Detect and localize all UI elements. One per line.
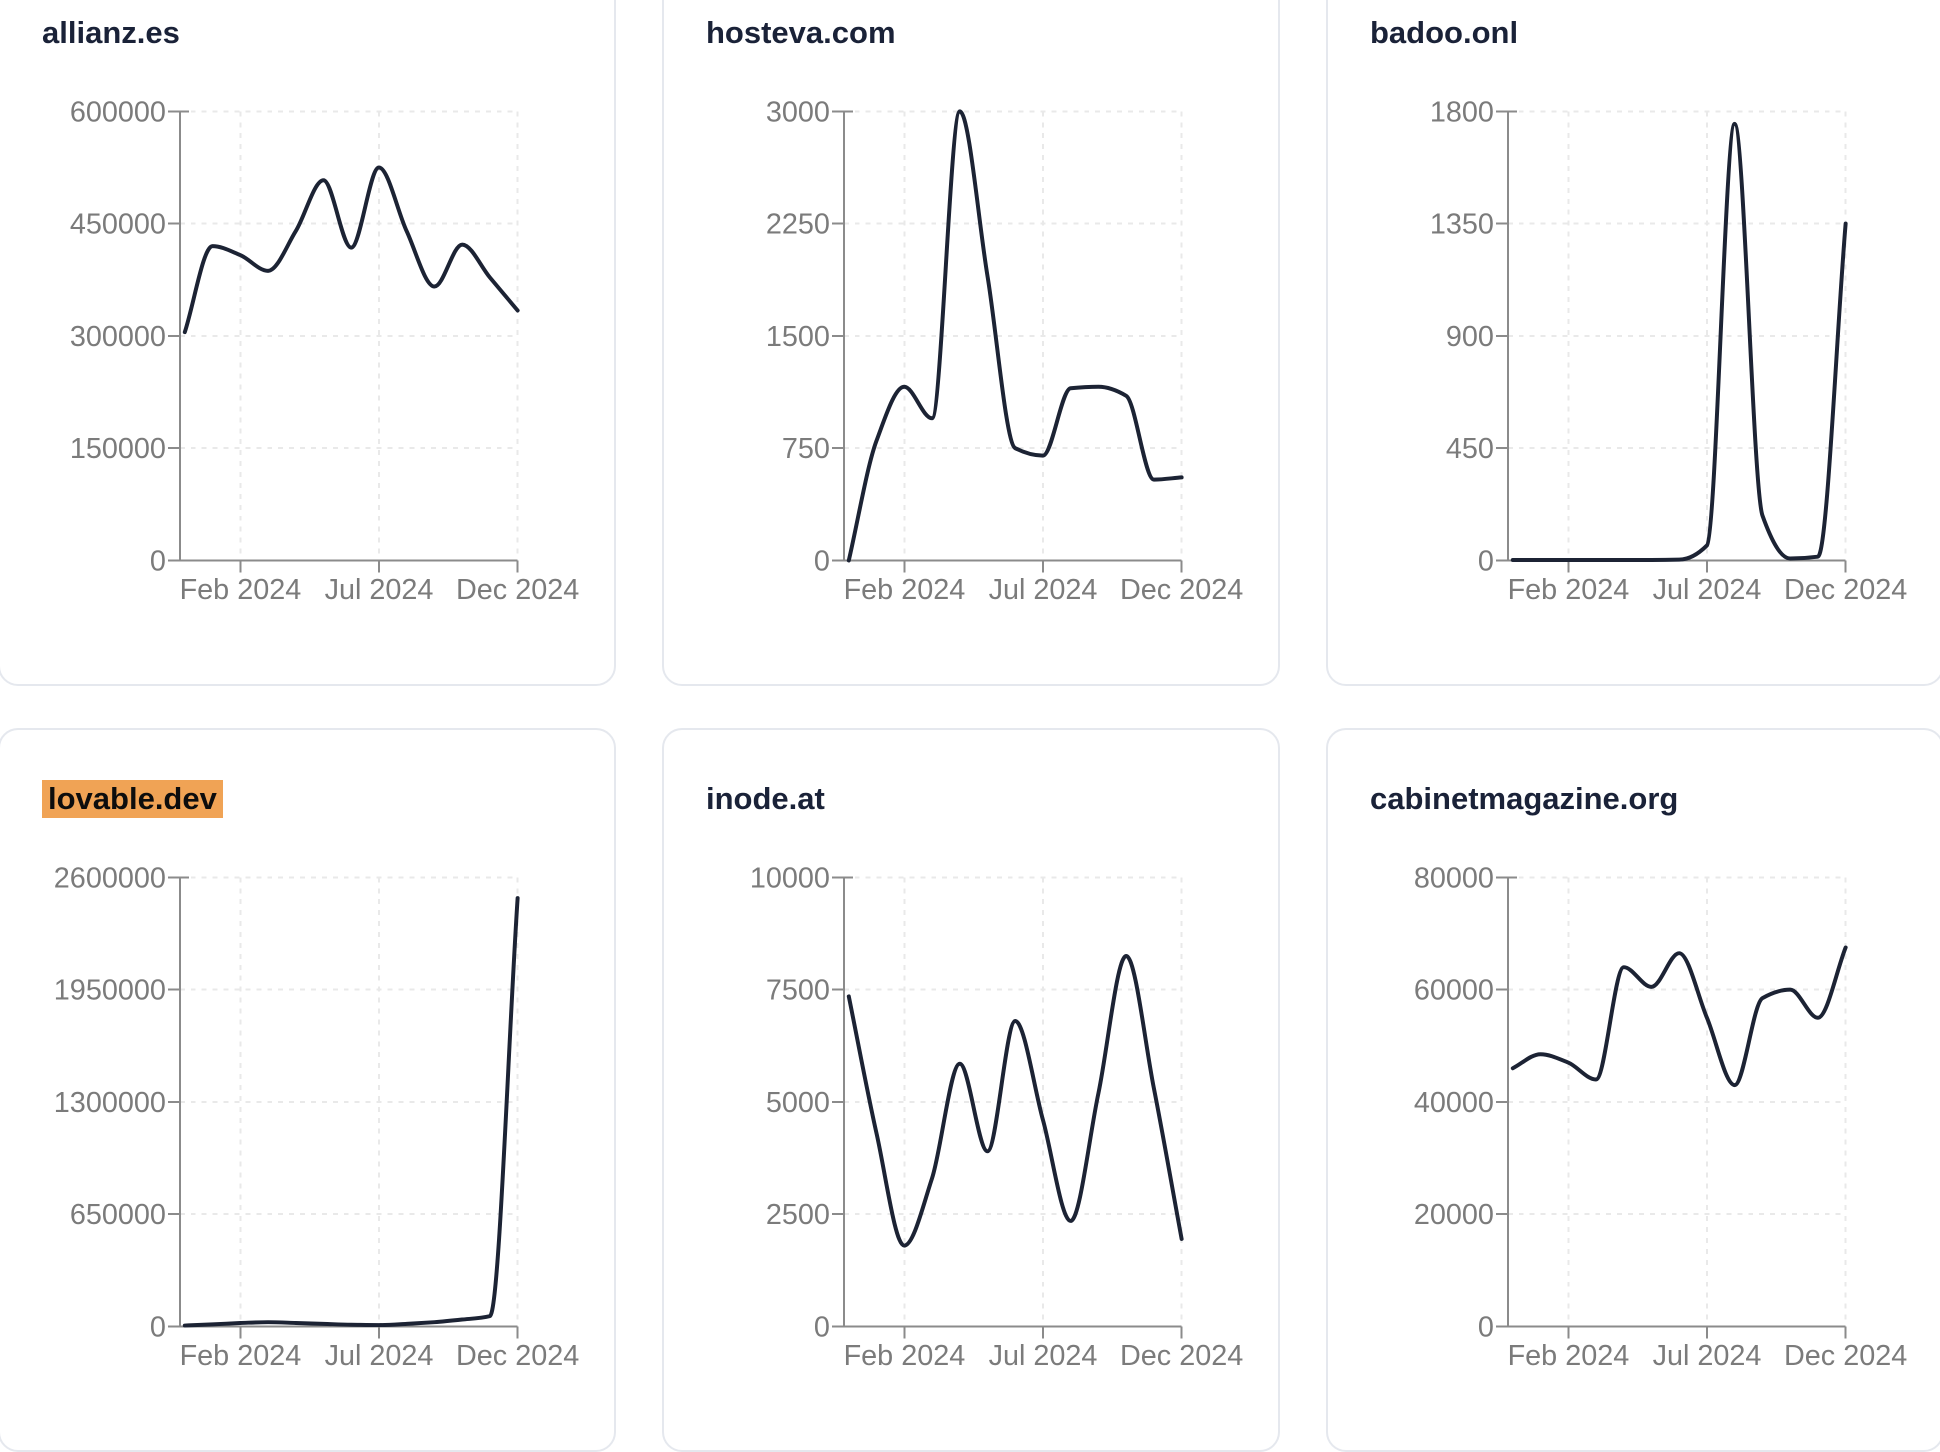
gridlines bbox=[843, 876, 1183, 1325]
line-chart: 0 750 1500 2250 3000 Feb 2024 Jul 2024 Dec 2024 bbox=[766, 96, 1243, 606]
chart-card-cabinetmagazine-org[interactable]: cabinetmagazine.org 0 20000 40000 60000 8000… bbox=[1326, 728, 1940, 1452]
gridlines bbox=[179, 876, 519, 1325]
axes bbox=[167, 876, 519, 1339]
axes bbox=[1495, 110, 1847, 573]
domain-label: allianz.es bbox=[42, 15, 180, 50]
chart-title: lovable.dev bbox=[42, 780, 223, 818]
line-chart: 0 150000 300000 450000 600000 Feb 2024 Jul 202… bbox=[70, 96, 579, 606]
line-chart: 0 2500 5000 7500 10000 Feb 2024 Jul 2024 Dec 20… bbox=[750, 862, 1243, 1372]
y-axis-tick-label: 0 bbox=[1478, 545, 1494, 577]
y-axis-tick-label: 300000 bbox=[70, 321, 166, 353]
y-axis-tick-label: 2250 bbox=[766, 209, 830, 241]
domain-label: hosteva.com bbox=[706, 15, 896, 50]
x-axis-tick-label: Feb 2024 bbox=[180, 1340, 302, 1372]
y-axis-tick-label: 450 bbox=[1446, 433, 1494, 465]
chart-title: badoo.onl bbox=[1370, 14, 1518, 52]
chart-card-badoo-onl[interactable]: badoo.onl 0 450 900 1350 1800 Feb 2024 Jul 202… bbox=[1326, 0, 1940, 686]
y-axis-tick-label: 5000 bbox=[766, 1087, 830, 1119]
x-axis-tick-label: Feb 2024 bbox=[844, 574, 966, 606]
y-axis-tick-label: 0 bbox=[1478, 1311, 1494, 1343]
y-axis-tick-label: 60000 bbox=[1414, 975, 1494, 1007]
chart-card-inode-at[interactable]: inode.at 0 2500 5000 7500 10000 Feb 2024 Jul 2… bbox=[662, 728, 1280, 1452]
domain-label: badoo.onl bbox=[1370, 15, 1519, 50]
y-axis-tick-label: 1500 bbox=[766, 321, 830, 353]
y-axis-tick-label: 650000 bbox=[70, 1199, 166, 1231]
y-axis-tick-label: 1300000 bbox=[54, 1087, 166, 1119]
chart-title: inode.at bbox=[706, 780, 825, 818]
y-axis-tick-label: 3000 bbox=[766, 96, 830, 128]
y-axis-tick-label: 1350 bbox=[1430, 209, 1494, 241]
series-line bbox=[1510, 945, 1848, 1088]
chart-title: hosteva.com bbox=[706, 14, 896, 52]
tick-labels: 0 20000 40000 60000 80000 Feb 2024 Jul 2024 Dec… bbox=[1414, 862, 1907, 1372]
chart-title: allianz.es bbox=[42, 14, 180, 52]
y-axis-tick-label: 40000 bbox=[1414, 1087, 1494, 1119]
gridlines bbox=[1507, 110, 1847, 559]
tick-labels: 0 750 1500 2250 3000 Feb 2024 Jul 2024 Dec 2024 bbox=[766, 96, 1243, 606]
y-axis-tick-label: 2600000 bbox=[54, 862, 166, 894]
domain-label: inode.at bbox=[706, 781, 825, 816]
series-line bbox=[846, 953, 1184, 1248]
y-axis-tick-label: 900 bbox=[1446, 321, 1494, 353]
domain-label: lovable.dev bbox=[42, 780, 223, 818]
x-axis-tick-label: Dec 2024 bbox=[456, 574, 579, 606]
y-axis-tick-label: 20000 bbox=[1414, 1199, 1494, 1231]
y-axis-tick-label: 150000 bbox=[70, 433, 166, 465]
series-line bbox=[182, 165, 520, 335]
x-axis-tick-label: Jul 2024 bbox=[1653, 574, 1762, 606]
y-axis-tick-label: 1800 bbox=[1430, 96, 1494, 128]
gridlines bbox=[179, 110, 519, 559]
y-axis-tick-label: 7500 bbox=[766, 975, 830, 1007]
gridlines bbox=[843, 110, 1183, 559]
x-axis-tick-label: Feb 2024 bbox=[844, 1340, 966, 1372]
x-axis-tick-label: Jul 2024 bbox=[325, 1340, 434, 1372]
domain-label: cabinetmagazine.org bbox=[1370, 781, 1679, 816]
y-axis-tick-label: 600000 bbox=[70, 96, 166, 128]
chart-card-hosteva-com[interactable]: hosteva.com 0 750 1500 2250 3000 Feb 2024 Jul … bbox=[662, 0, 1280, 686]
x-axis-tick-label: Dec 2024 bbox=[1120, 574, 1243, 606]
y-axis-tick-label: 10000 bbox=[750, 862, 830, 894]
x-axis-tick-label: Jul 2024 bbox=[325, 574, 434, 606]
x-axis-tick-label: Feb 2024 bbox=[1508, 1340, 1630, 1372]
line-chart: 0 20000 40000 60000 80000 Feb 2024 Jul 2024 Dec… bbox=[1414, 862, 1907, 1372]
line-chart: 0 450 900 1350 1800 Feb 2024 Jul 2024 Dec 2024 bbox=[1430, 96, 1907, 606]
x-axis-tick-label: Dec 2024 bbox=[1784, 1340, 1907, 1372]
x-axis-tick-label: Jul 2024 bbox=[989, 574, 1098, 606]
tick-labels: 0 650000 1300000 1950000 2600000 Feb 2024 Jul … bbox=[54, 862, 579, 1372]
x-axis-tick-label: Dec 2024 bbox=[1120, 1340, 1243, 1372]
x-axis-tick-label: Dec 2024 bbox=[1784, 574, 1907, 606]
x-axis-tick-label: Feb 2024 bbox=[180, 574, 302, 606]
x-axis-tick-label: Dec 2024 bbox=[456, 1340, 579, 1372]
tick-labels: 0 150000 300000 450000 600000 Feb 2024 Jul 202… bbox=[70, 96, 579, 606]
chart-title: cabinetmagazine.org bbox=[1370, 780, 1678, 818]
x-axis-tick-label: Jul 2024 bbox=[989, 1340, 1098, 1372]
chart-card-lovable-dev[interactable]: lovable.dev 0 650000 1300000 1950000 2600000… bbox=[0, 728, 616, 1452]
tick-labels: 0 450 900 1350 1800 Feb 2024 Jul 2024 Dec 2024 bbox=[1430, 96, 1907, 606]
axes bbox=[831, 876, 1183, 1339]
x-axis-tick-label: Feb 2024 bbox=[1508, 574, 1630, 606]
y-axis-tick-label: 1950000 bbox=[54, 975, 166, 1007]
tick-labels: 0 2500 5000 7500 10000 Feb 2024 Jul 2024 Dec 20… bbox=[750, 862, 1243, 1372]
y-axis-tick-label: 750 bbox=[782, 433, 830, 465]
axes bbox=[167, 110, 519, 573]
y-axis-tick-label: 0 bbox=[150, 545, 166, 577]
y-axis-tick-label: 2500 bbox=[766, 1199, 830, 1231]
axes bbox=[1495, 876, 1847, 1339]
y-axis-tick-label: 0 bbox=[150, 1311, 166, 1343]
y-axis-tick-label: 450000 bbox=[70, 209, 166, 241]
y-axis-tick-label: 0 bbox=[814, 1311, 830, 1343]
series-line bbox=[846, 109, 1184, 563]
line-chart: 0 650000 1300000 1950000 2600000 Feb 2024 Jul … bbox=[54, 862, 579, 1372]
y-axis-tick-label: 80000 bbox=[1414, 862, 1494, 894]
series-line bbox=[182, 896, 520, 1328]
y-axis-tick-label: 0 bbox=[814, 545, 830, 577]
axes bbox=[831, 110, 1183, 573]
gridlines bbox=[1507, 876, 1847, 1325]
chart-card-allianz-es[interactable]: allianz.es 0 150000 300000 450000 600000 Feb … bbox=[0, 0, 616, 686]
x-axis-tick-label: Jul 2024 bbox=[1653, 1340, 1762, 1372]
series-line bbox=[1510, 121, 1848, 562]
